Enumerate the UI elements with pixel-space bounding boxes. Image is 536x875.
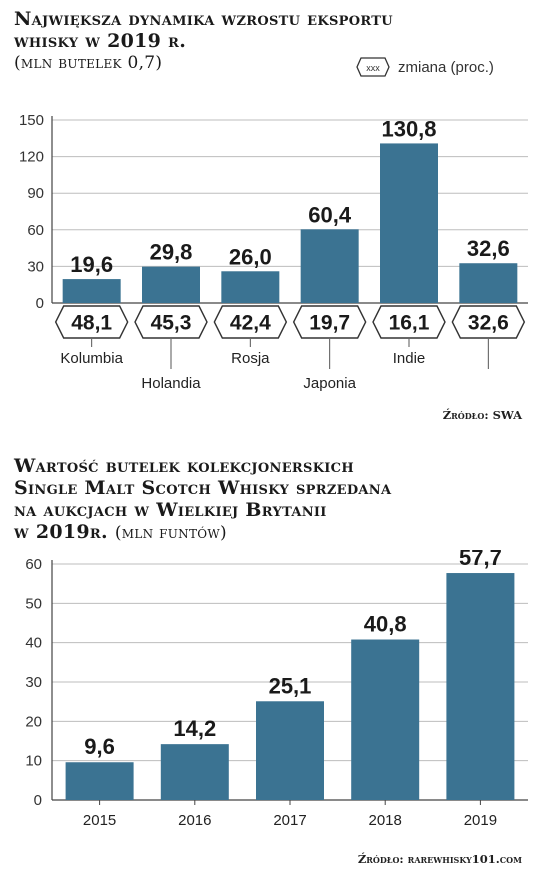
data-label: 26,0 (229, 244, 272, 269)
chart2-title-line1: Wartość butelek kolekcjonerskich (14, 455, 354, 477)
chart1-plot: 0 30 60 90 120 150 19,6 48,1 Kolumbia 29,8 45,3 Hol… (19, 112, 528, 392)
bar (221, 271, 280, 303)
data-label: 19,6 (70, 252, 113, 277)
change-hexagon (213, 305, 288, 339)
y-tick-label: 30 (27, 258, 44, 275)
y-tick-label: 60 (27, 222, 44, 239)
change-label: 48,1 (71, 312, 112, 335)
change-label: 32,6 (468, 312, 509, 335)
x-tick-label: 2017 (273, 812, 306, 829)
y-tick-label: 90 (27, 185, 44, 202)
change-hexagon (451, 305, 526, 339)
change-hexagon (372, 305, 446, 339)
y-tick-label: 40 (25, 635, 42, 652)
chart2-source: Źródło: rarewhisky101.com (357, 852, 522, 866)
bar (459, 263, 518, 303)
chart2-title-line4: w 2019r. (14, 521, 108, 543)
hexagon-legend-icon: xxx (356, 57, 390, 77)
category-label: Rosja (231, 350, 270, 367)
x-tick-label: 2015 (83, 812, 116, 829)
chart2-title-line2: Single Malt Scotch Whisky sprzedana (14, 477, 392, 499)
change-label: 42,4 (230, 312, 271, 335)
bar (65, 762, 134, 800)
y-tick-label: 10 (25, 753, 42, 770)
change-hexagon (134, 305, 208, 339)
data-label: 9,6 (84, 734, 115, 759)
y-tick-label: 50 (25, 595, 42, 612)
chart1-title-line1: Największa dynamika wzrostu eksportu (14, 8, 393, 30)
x-tick-label: 2018 (369, 812, 402, 829)
change-hexagon (54, 305, 129, 339)
change-label: 19,7 (309, 312, 350, 335)
chart2-title: Wartość butelek kolekcjonerskich Single … (14, 455, 391, 544)
change-label: 45,3 (151, 312, 192, 335)
chart2-title-line3: na aukcjach w Wielkiej Brytanii (14, 499, 327, 521)
change-label: 16,1 (389, 312, 430, 335)
data-label: 40,8 (364, 612, 407, 637)
chart1-unit: (mln butelek 0,7) (14, 53, 163, 73)
category-label: Holandia (141, 375, 201, 392)
data-label: 130,8 (381, 116, 436, 141)
y-tick-label: 20 (25, 713, 42, 730)
bar (256, 701, 324, 800)
chart2-unit: (mln funtów) (114, 523, 227, 543)
chart1-legend-label: zmiana (proc.) (398, 58, 494, 76)
data-label: 25,1 (269, 673, 312, 698)
chart1-title: Największa dynamika wzrostu eksportu whi… (14, 8, 393, 74)
bar (160, 744, 229, 800)
x-tick-label: 2019 (464, 812, 497, 829)
category-label: Japonia (303, 375, 356, 392)
data-label: 32,6 (467, 236, 510, 261)
bar (446, 573, 515, 800)
chart1-legend: xxx zmiana (proc.) (356, 57, 494, 77)
change-hexagon (292, 305, 367, 339)
category-label: Indie (393, 350, 426, 367)
data-label: 57,7 (459, 550, 502, 570)
chart1-source: Źródło: SWA (442, 408, 522, 422)
bar (142, 266, 200, 303)
chart1-title-line2: whisky w 2019 r. (14, 30, 187, 52)
bar (351, 639, 420, 800)
x-tick-label: 2016 (178, 812, 211, 829)
y-tick-label: 0 (34, 792, 42, 809)
bar (380, 143, 438, 303)
chart2-plot: 0 10 20 30 40 50 60 9,6 2015 14,2 2016 25,1 2017 40,8… (25, 550, 528, 829)
y-tick-label: 60 (25, 556, 42, 573)
bar (300, 229, 359, 303)
data-label: 14,2 (173, 716, 216, 741)
y-tick-label: 30 (25, 674, 42, 691)
y-tick-label: 150 (19, 112, 44, 129)
data-label: 29,8 (150, 240, 193, 265)
y-tick-label: 0 (36, 295, 44, 312)
y-tick-label: 120 (19, 149, 44, 166)
category-label: Kolumbia (60, 350, 123, 367)
legend-hex-text: xxx (366, 63, 380, 73)
bar (62, 279, 121, 303)
data-label: 60,4 (308, 202, 352, 227)
